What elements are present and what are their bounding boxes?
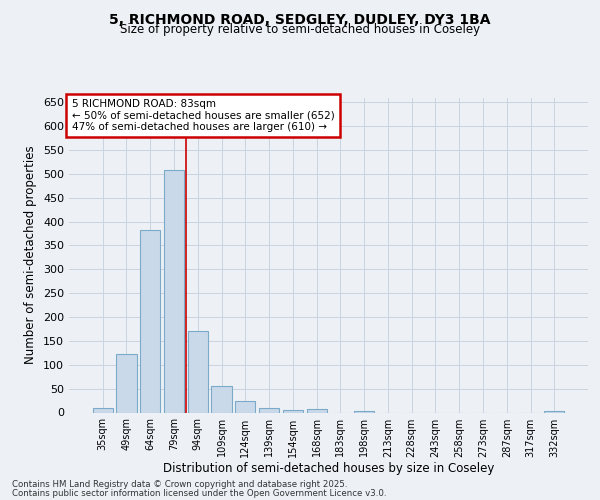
Bar bbox=[544, 411, 565, 412]
Text: 5, RICHMOND ROAD, SEDGLEY, DUDLEY, DY3 1BA: 5, RICHMOND ROAD, SEDGLEY, DUDLEY, DY3 1… bbox=[109, 12, 491, 26]
Text: 5 RICHMOND ROAD: 83sqm
← 50% of semi-detached houses are smaller (652)
47% of se: 5 RICHMOND ROAD: 83sqm ← 50% of semi-det… bbox=[71, 99, 334, 132]
Bar bbox=[307, 408, 327, 412]
Bar bbox=[235, 400, 256, 412]
Bar bbox=[259, 408, 279, 412]
Bar bbox=[188, 332, 208, 412]
Y-axis label: Number of semi-detached properties: Number of semi-detached properties bbox=[25, 146, 37, 364]
Bar bbox=[354, 411, 374, 412]
Bar bbox=[116, 354, 137, 412]
Bar bbox=[92, 408, 113, 412]
X-axis label: Distribution of semi-detached houses by size in Coseley: Distribution of semi-detached houses by … bbox=[163, 462, 494, 475]
Bar bbox=[283, 410, 303, 412]
Text: Size of property relative to semi-detached houses in Coseley: Size of property relative to semi-detach… bbox=[120, 24, 480, 36]
Text: Contains public sector information licensed under the Open Government Licence v3: Contains public sector information licen… bbox=[12, 488, 386, 498]
Bar bbox=[140, 230, 160, 412]
Bar bbox=[164, 170, 184, 412]
Bar bbox=[211, 386, 232, 412]
Text: Contains HM Land Registry data © Crown copyright and database right 2025.: Contains HM Land Registry data © Crown c… bbox=[12, 480, 347, 489]
